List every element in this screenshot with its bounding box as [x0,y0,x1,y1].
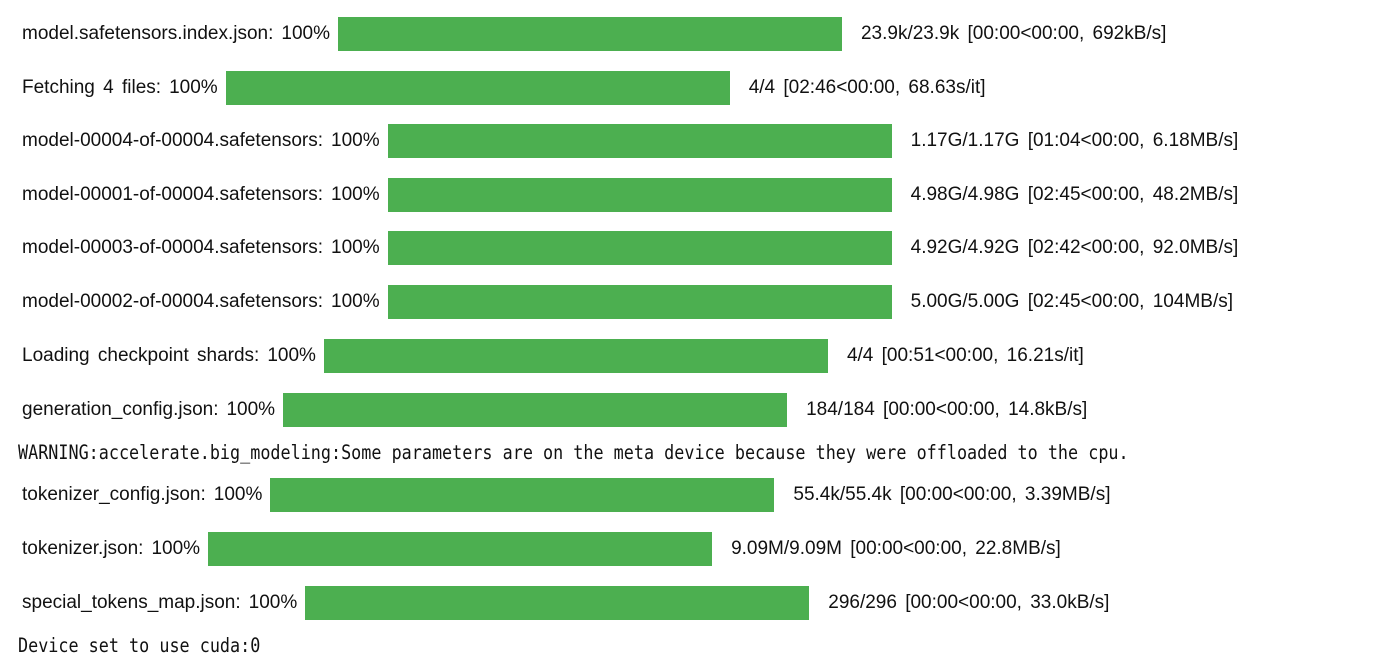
progress-percent: 100% [267,345,316,366]
progress-bar [323,339,828,373]
progress-bar-fill [337,17,842,51]
progress-label: model-00004-of-00004.safetensors: [22,130,324,151]
progress-label: model-00002-of-00004.safetensors: [22,291,324,312]
progress-percent: 100% [151,538,201,559]
device-log-line: Device set to use cuda:0 [18,633,261,657]
progress-row-shard-3: model-00003-of-00004.safetensors: 100% 4… [22,230,1238,266]
progress-percent: 100% [226,399,276,420]
progress-label: special_tokens_map.json: [22,592,241,613]
progress-bar [387,178,892,212]
progress-label: model-00001-of-00004.safetensors: [22,184,324,205]
progress-label: Loading checkpoint shards: [22,345,260,366]
progress-row-shard-1: model-00001-of-00004.safetensors: 100% 4… [22,177,1238,213]
progress-bar [387,285,892,319]
progress-bar-fill [387,124,892,158]
progress-percent: 100% [281,23,330,44]
progress-bar [387,231,892,265]
progress-bar-fill [225,71,730,105]
progress-row-fetching-files: Fetching 4 files: 100% 4/4 [02:46<00:00,… [22,70,986,106]
progress-row-tokenizer-json: tokenizer.json: 100% 9.09M/9.09M [00:00<… [22,531,1061,567]
progress-bar [270,478,775,512]
progress-row-shard-4: model-00004-of-00004.safetensors: 100% 1… [22,123,1238,159]
progress-label: tokenizer.json: [22,538,144,559]
progress-bar-fill [305,586,810,620]
progress-row-special-tokens-map: special_tokens_map.json: 100% 296/296 [0… [22,585,1109,621]
progress-stats: 1.17G/1.17G [01:04<00:00, 6.18MB/s] [910,130,1239,151]
progress-percent: 100% [331,130,380,151]
progress-bar-fill [270,478,775,512]
progress-stats: 4/4 [00:51<00:00, 16.21s/it] [846,345,1084,366]
progress-row-index-json: model.safetensors.index.json: 100% 23.9k… [22,16,1166,52]
progress-percent: 100% [331,237,380,258]
progress-stats: 55.4k/55.4k [00:00<00:00, 3.39MB/s] [793,484,1111,505]
progress-stats: 5.00G/5.00G [02:45<00:00, 104MB/s] [910,291,1233,312]
progress-label: Fetching 4 files: [22,77,162,98]
progress-label: model.safetensors.index.json: [22,23,274,44]
progress-label: generation_config.json: [22,399,219,420]
progress-bar [283,393,788,427]
progress-percent: 100% [331,184,380,205]
progress-label: model-00003-of-00004.safetensors: [22,237,324,258]
progress-bar-fill [387,285,892,319]
progress-label: tokenizer_config.json: [22,484,206,505]
progress-bar [305,586,810,620]
progress-percent: 100% [248,592,298,613]
progress-bar-fill [283,393,788,427]
progress-row-shard-2: model-00002-of-00004.safetensors: 100% 5… [22,284,1233,320]
progress-stats: 23.9k/23.9k [00:00<00:00, 692kB/s] [860,23,1167,44]
warning-log-line: WARNING:accelerate.big_modeling:Some par… [18,440,1129,464]
progress-row-loading-shards: Loading checkpoint shards: 100% 4/4 [00:… [22,338,1084,374]
progress-percent: 100% [331,291,380,312]
progress-row-tokenizer-config: tokenizer_config.json: 100% 55.4k/55.4k … [22,477,1110,513]
progress-bar-fill [323,339,828,373]
progress-percent: 100% [169,77,218,98]
progress-bar [225,71,730,105]
progress-percent: 100% [213,484,263,505]
progress-stats: 4.98G/4.98G [02:45<00:00, 48.2MB/s] [910,184,1239,205]
progress-bar-fill [208,532,713,566]
progress-bar-fill [387,231,892,265]
progress-stats: 9.09M/9.09M [00:00<00:00, 22.8MB/s] [731,538,1061,559]
progress-stats: 296/296 [00:00<00:00, 33.0kB/s] [828,592,1110,613]
progress-stats: 4/4 [02:46<00:00, 68.63s/it] [748,77,986,98]
progress-bar [387,124,892,158]
progress-stats: 4.92G/4.92G [02:42<00:00, 92.0MB/s] [910,237,1239,258]
progress-bar [208,532,713,566]
progress-bar-fill [387,178,892,212]
progress-row-generation-config: generation_config.json: 100% 184/184 [00… [22,392,1087,428]
progress-bar [337,17,842,51]
progress-stats: 184/184 [00:00<00:00, 14.8kB/s] [806,399,1088,420]
